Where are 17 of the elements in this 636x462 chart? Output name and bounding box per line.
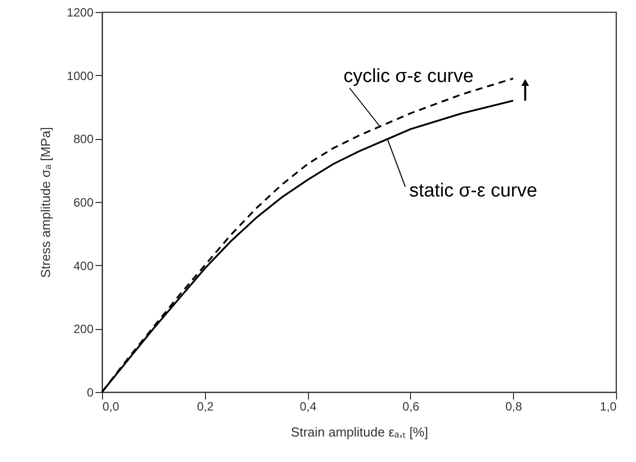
y-tick-label: 1200 [66,6,94,20]
x-tick-label: 0,2 [196,400,214,414]
x-tick-label: 0,0 [102,400,120,414]
y-tick-label: 800 [73,132,94,146]
y-tick-label: 0 [86,386,94,400]
annotation: cyclic σ-ε curve [344,66,474,87]
y-tick-label: 600 [73,196,94,210]
y-tick-label: 1000 [66,68,94,83]
annotation: static σ-ε curve [409,180,538,202]
x-tick-label: 0,8 [505,400,522,414]
y-axis-title: Stress amplitude σₐ [MPa] [38,127,53,278]
x-tick-label: 0,6 [402,400,420,414]
x-tick-label: 1,0 [600,400,617,414]
y-tick-label: 400 [73,258,94,273]
x-tick-label: 0,4 [300,400,317,414]
x-axis-title: Strain amplitude εₐ,ₜ [%] [290,424,428,440]
y-tick-label: 200 [73,322,94,336]
